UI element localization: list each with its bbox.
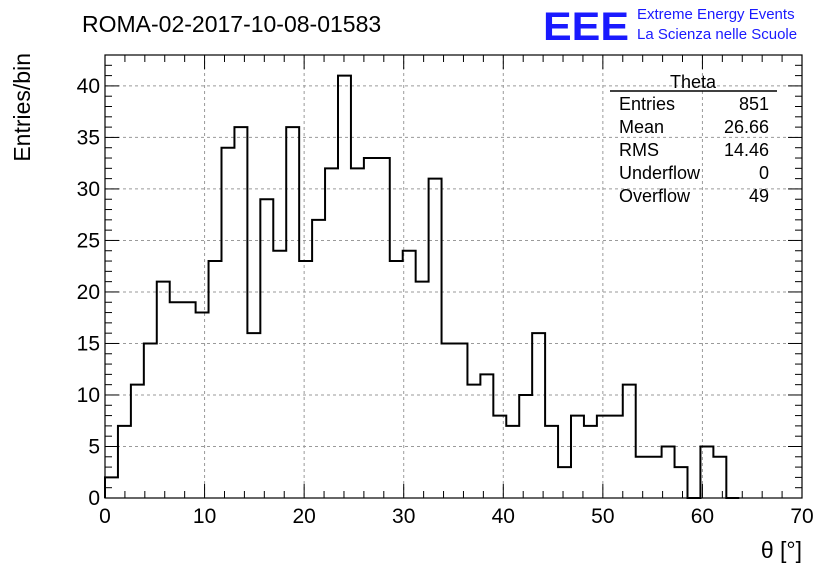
histogram-bin [351,168,364,498]
stats-row-label: Overflow [619,186,691,206]
histogram-bin [144,343,157,498]
x-tick-label: 30 [392,505,415,528]
y-tick-label: 15 [77,332,100,355]
stats-row-label: Entries [619,94,675,114]
histogram-bin [649,457,662,498]
histogram-bin [196,313,209,498]
logo-line-2: La Scienza nelle Scuole [637,26,797,43]
histogram-bin [234,127,247,498]
x-tick-label: 0 [99,505,111,528]
y-axis-title: Entries/bin [9,53,35,162]
x-tick-label: 70 [790,505,813,528]
histogram-bin [584,426,597,498]
histogram-bin [299,261,312,498]
histogram-bars [105,76,726,498]
y-tick-label: 0 [88,487,100,510]
histogram-bin [221,148,234,498]
histogram-bin [403,251,416,498]
y-tick-label: 25 [77,229,100,252]
histogram-bin [662,446,675,498]
histogram-bin [480,374,493,498]
histogram-bin [157,282,170,498]
histogram-bin [338,76,351,498]
histogram-bin [675,467,688,498]
y-tick-label: 40 [77,75,100,98]
histogram-bin [493,416,506,498]
histogram-bin [467,385,480,498]
stats-rows: Entries 851 Mean 26.66 RMS 14.46 Underflow 0 Ove… [619,94,769,206]
x-axis-title: θ [°] [761,537,802,563]
chart-title: ROMA-02-2017-10-08-01583 [82,11,381,37]
histogram-bin [131,385,144,498]
histogram-bin [571,416,584,498]
y-tick-label: 10 [77,384,100,407]
x-tick-labels: 0 10 20 30 40 50 60 70 [99,505,814,528]
stats-row-value: 26.66 [724,117,769,137]
stats-row-value: 0 [759,163,769,183]
x-tick-label: 60 [691,505,714,528]
eee-logo-mark: EEE [543,5,629,49]
axis-ticks [104,54,803,499]
histogram-bin [209,261,222,498]
histogram-bin [623,385,636,498]
histogram-bin [416,282,429,498]
histogram-outline [104,74,740,499]
histogram-bin [260,199,273,498]
histogram-bin [454,343,467,498]
y-tick-label: 30 [77,178,100,201]
y-tick-labels: 0 5 10 15 20 25 30 35 40 [77,75,100,510]
x-tick-label: 20 [292,505,315,528]
histogram-bin [545,426,558,498]
histogram-bin [506,426,519,498]
histogram-bin [364,158,377,498]
stats-row-value: 14.46 [724,140,769,160]
histogram-bin [273,251,286,498]
x-tick-label: 10 [193,505,216,528]
stats-row-value: 49 [749,186,769,206]
histogram-bin [118,426,131,498]
y-tick-label: 35 [77,126,100,149]
histogram-bin [247,333,260,498]
histogram-bin [170,302,183,498]
histogram-bin [713,457,726,498]
plot-frame [104,54,803,499]
stats-row-value: 851 [739,94,769,114]
stats-row-label: Mean [619,117,664,137]
logo-line-1: Extreme Energy Events [637,6,795,23]
histogram-bin [442,343,455,498]
stats-box: Theta Entries 851 Mean 26.66 RMS 14.46 Underfl… [610,72,777,206]
histogram-bin [558,467,571,498]
histogram-bin [312,220,325,498]
y-tick-label: 20 [77,281,100,304]
histogram-bin [286,127,299,498]
histogram-bin [325,168,338,498]
x-tick-label: 40 [492,505,515,528]
stats-row-label: RMS [619,140,659,160]
histogram-bin [532,333,545,498]
stats-title: Theta [670,72,717,92]
stats-row-label: Underflow [619,163,701,183]
histogram-bin [429,179,442,498]
histogram-bin [377,158,390,498]
histogram-bin [390,261,403,498]
histogram-bin [183,302,196,498]
x-tick-label: 50 [591,505,614,528]
histogram-bin [610,416,623,498]
y-tick-label: 5 [88,435,100,458]
